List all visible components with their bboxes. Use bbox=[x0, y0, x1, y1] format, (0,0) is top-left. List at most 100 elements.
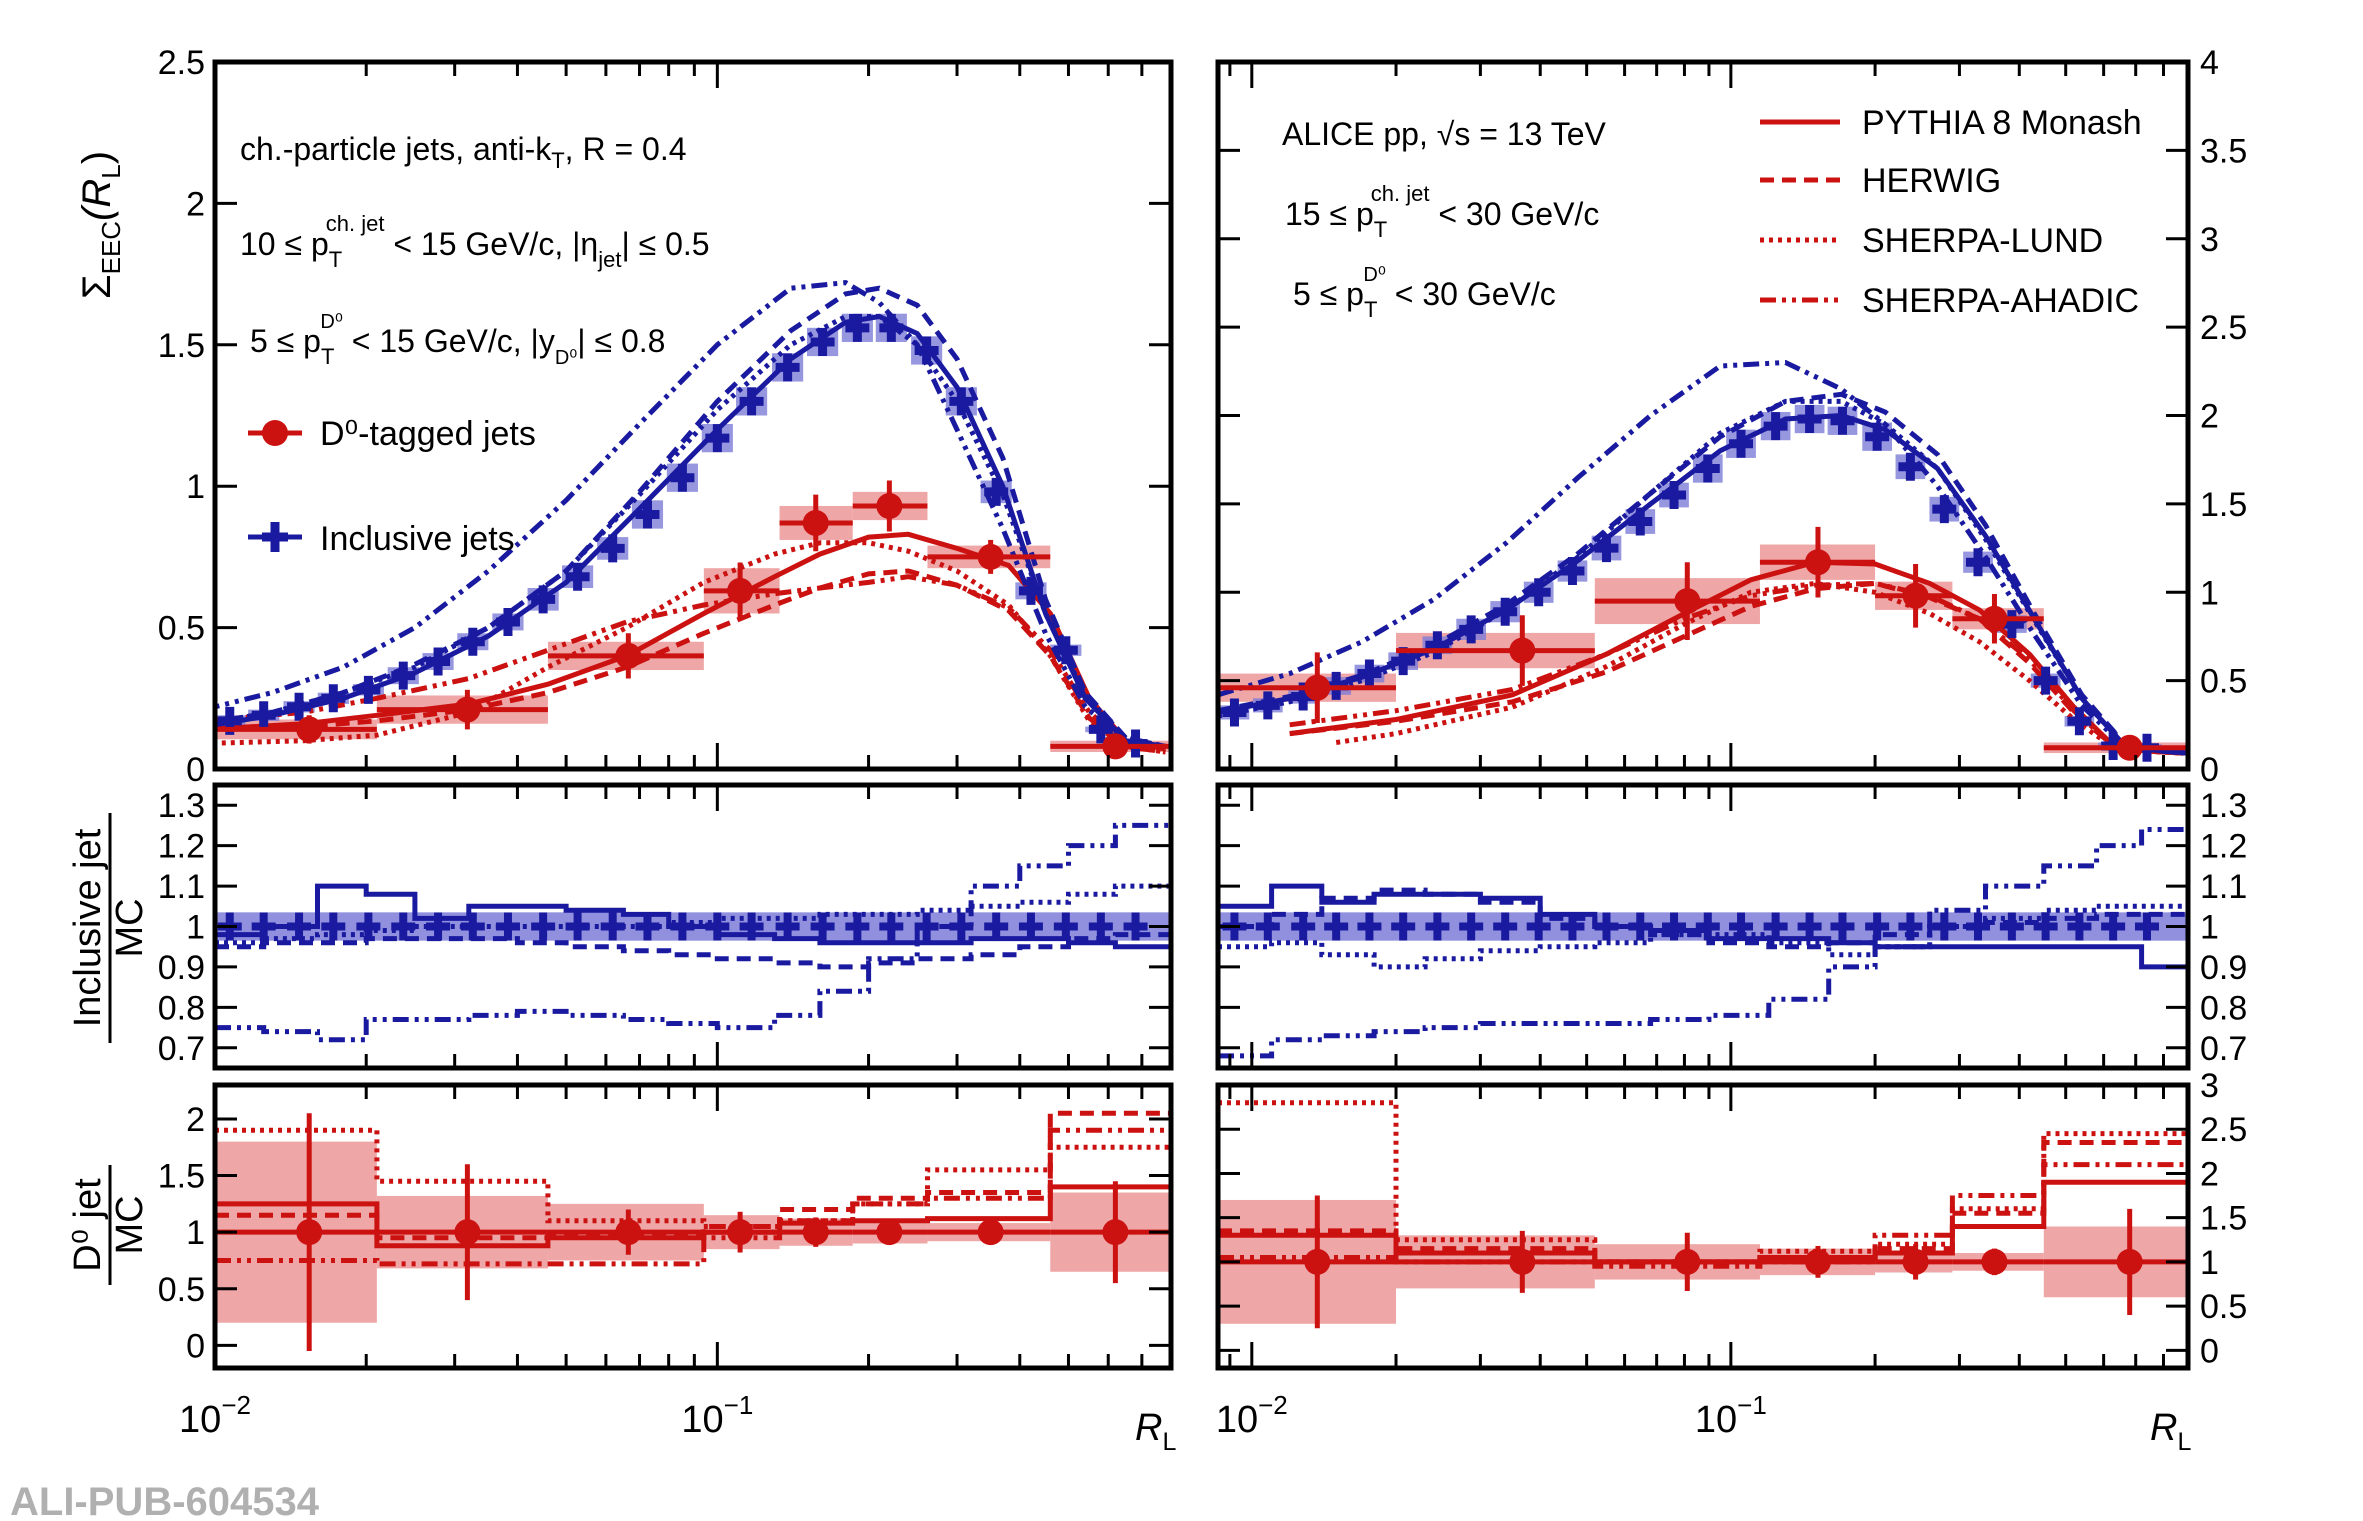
y-tick-label: 0.9 bbox=[2200, 949, 2247, 987]
left-annotations: ch.-particle jets, anti-kT, R = 0.4 10 ≤… bbox=[240, 131, 710, 369]
x-tick-label: 10−2 bbox=[179, 1390, 251, 1441]
sherpa-ahadic-inclusive-curve bbox=[215, 280, 1166, 749]
y-tick-label: 1 bbox=[2200, 574, 2219, 612]
sherpa-lund-inclusive-ratio bbox=[1218, 903, 2188, 970]
ratio-label-d0-num: D⁰ jet bbox=[67, 1178, 109, 1272]
d0-point bbox=[1304, 674, 1331, 701]
legend-sherpa-lund-label: SHERPA-LUND bbox=[1862, 222, 2103, 260]
y-tick-label: 2.5 bbox=[2200, 1111, 2247, 1149]
y-tick-label: 0.5 bbox=[158, 1271, 205, 1309]
right-ratio-d0-frame bbox=[1215, 1082, 2191, 1371]
d0-ratio-point bbox=[876, 1219, 903, 1246]
y-tick-label: 1 bbox=[2200, 1244, 2219, 1282]
right-main-plot-area bbox=[1218, 359, 2188, 762]
left-text-ptd0: 5 ≤ pTD⁰ < 15 GeV/c, |yD⁰| ≤ 0.8 bbox=[250, 311, 665, 369]
y-tick-label: 1.1 bbox=[2200, 868, 2247, 906]
y-tick-label: 0 bbox=[186, 751, 205, 789]
y-tick-label: 3 bbox=[2200, 221, 2219, 259]
sherpa-lund-d0-curve bbox=[215, 540, 1166, 755]
legend-herwig-label: HERWIG bbox=[1862, 162, 2001, 200]
sherpa-lund-d0-curve bbox=[1335, 580, 2184, 756]
y-tick-label: 0.8 bbox=[2200, 989, 2247, 1027]
x-tick-label: 10−1 bbox=[1695, 1390, 1767, 1441]
right-main-frame bbox=[1215, 59, 2191, 772]
d0-ratio-point bbox=[1674, 1248, 1701, 1275]
d0-point bbox=[1902, 582, 1929, 609]
ylabel-text: ΣEEC(RL) bbox=[75, 151, 126, 299]
d0-point bbox=[1674, 588, 1701, 615]
y-tick-label: 0.5 bbox=[158, 610, 205, 648]
y-tick-label: 0 bbox=[2200, 1332, 2219, 1370]
d0-ratio-point bbox=[727, 1219, 754, 1246]
legend-pythia-label: PYTHIA 8 Monash bbox=[1862, 104, 2142, 142]
y-tick-label: 1.5 bbox=[158, 327, 205, 365]
d0-point bbox=[977, 543, 1004, 570]
y-tick-label: 1.5 bbox=[2200, 486, 2247, 524]
d0-point bbox=[615, 642, 642, 669]
y-tick-label: 1.5 bbox=[2200, 1200, 2247, 1238]
d0-ratio-point bbox=[1804, 1248, 1831, 1275]
y-tick-label: 1.5 bbox=[158, 1158, 205, 1196]
legend-d0-label: D⁰-tagged jets bbox=[320, 415, 536, 453]
y-tick-label: 0.5 bbox=[2200, 1288, 2247, 1326]
x-tick-label: 10−2 bbox=[1216, 1390, 1288, 1441]
d0-ratio-point bbox=[615, 1219, 642, 1246]
d0-ratio-point bbox=[1902, 1248, 1929, 1275]
d0-ratio-point bbox=[296, 1219, 323, 1246]
ratio-label-incl-den: MC bbox=[109, 898, 151, 957]
ratio-label-d0: D⁰ jet MC bbox=[67, 1165, 151, 1285]
y-tick-label: 3.5 bbox=[2200, 132, 2247, 170]
y-tick-label: 0 bbox=[2200, 751, 2219, 789]
left-yaxis-label: ΣEEC(RL) bbox=[75, 151, 126, 299]
right-text-ptd0: 5 ≤ pTD⁰ < 30 GeV/c bbox=[1293, 264, 1556, 322]
y-tick-label: 1.2 bbox=[2200, 828, 2247, 866]
y-tick-label: 0 bbox=[186, 1327, 205, 1365]
right-legend-labels: PYTHIA 8 Monash HERWIG SHERPA-LUND SHERP… bbox=[1862, 104, 2142, 320]
y-tick-label: 0.8 bbox=[158, 989, 205, 1027]
sherpa-lund-inclusive-curve bbox=[1218, 398, 2188, 756]
d0-point bbox=[1509, 637, 1536, 664]
ratio-label-incl-num: Inclusive jet bbox=[67, 828, 109, 1027]
d0-point bbox=[1102, 733, 1129, 760]
ratio-label-d0-den: MC bbox=[109, 1195, 151, 1254]
y-tick-label: 1 bbox=[186, 1214, 205, 1252]
y-tick-label: 1.2 bbox=[158, 828, 205, 866]
d0-ratio-point bbox=[1509, 1248, 1536, 1275]
right-text-alice: ALICE pp, √s = 13 TeV bbox=[1282, 116, 1606, 152]
d0-point bbox=[802, 509, 829, 536]
y-tick-label: 0.7 bbox=[2200, 1030, 2247, 1068]
y-tick-label: 2 bbox=[2200, 398, 2219, 436]
d0-ratio-point bbox=[977, 1219, 1004, 1246]
left-legend: D⁰-tagged jets Inclusive jets bbox=[248, 415, 536, 558]
y-tick-label: 1.1 bbox=[158, 868, 205, 906]
y-tick-label: 3 bbox=[2200, 1067, 2219, 1105]
right-legend bbox=[1760, 119, 1840, 303]
herwig-inclusive-ratio bbox=[215, 932, 1171, 970]
y-tick-label: 2 bbox=[186, 1101, 205, 1139]
sherpa-ahadic-d0-curve bbox=[215, 574, 1167, 755]
y-tick-label: 1.3 bbox=[2200, 787, 2247, 825]
legend-d0-marker bbox=[262, 420, 288, 446]
sherpa-ahadic-inclusive-ratio bbox=[1218, 827, 2188, 1059]
right-xaxis-label: RL bbox=[2150, 1407, 2191, 1456]
axes-layer: 2.521.510.5043.532.521.510.501.31.21.110… bbox=[158, 44, 2248, 1441]
herwig-inclusive-curve bbox=[1218, 391, 2188, 756]
left-text-jets: ch.-particle jets, anti-kT, R = 0.4 bbox=[240, 131, 687, 173]
d0-point bbox=[727, 577, 754, 604]
herwig-d0-ratio bbox=[1218, 1140, 2188, 1265]
y-tick-label: 1.3 bbox=[158, 787, 205, 825]
d0-ratio-point bbox=[1304, 1248, 1331, 1275]
legend-incl-label: Inclusive jets bbox=[320, 520, 515, 558]
y-tick-label: 2.5 bbox=[158, 44, 205, 82]
right-ratio-d0-plot-area bbox=[1218, 1100, 2188, 1329]
left-main-plot-area bbox=[215, 280, 1171, 760]
right-ratio-incl-plot-area bbox=[1218, 827, 2188, 1059]
y-tick-label: 1 bbox=[2200, 909, 2219, 947]
left-xaxis-label: RL bbox=[1135, 1407, 1176, 1456]
sherpa-ahadic-d0-curve bbox=[1289, 580, 2184, 756]
sherpa-lund-d0-ratio bbox=[215, 1127, 1171, 1229]
d0-ratio-point bbox=[1102, 1219, 1129, 1246]
left-ratio-d0-plot-area bbox=[215, 1110, 1171, 1352]
y-tick-label: 1 bbox=[186, 468, 205, 506]
